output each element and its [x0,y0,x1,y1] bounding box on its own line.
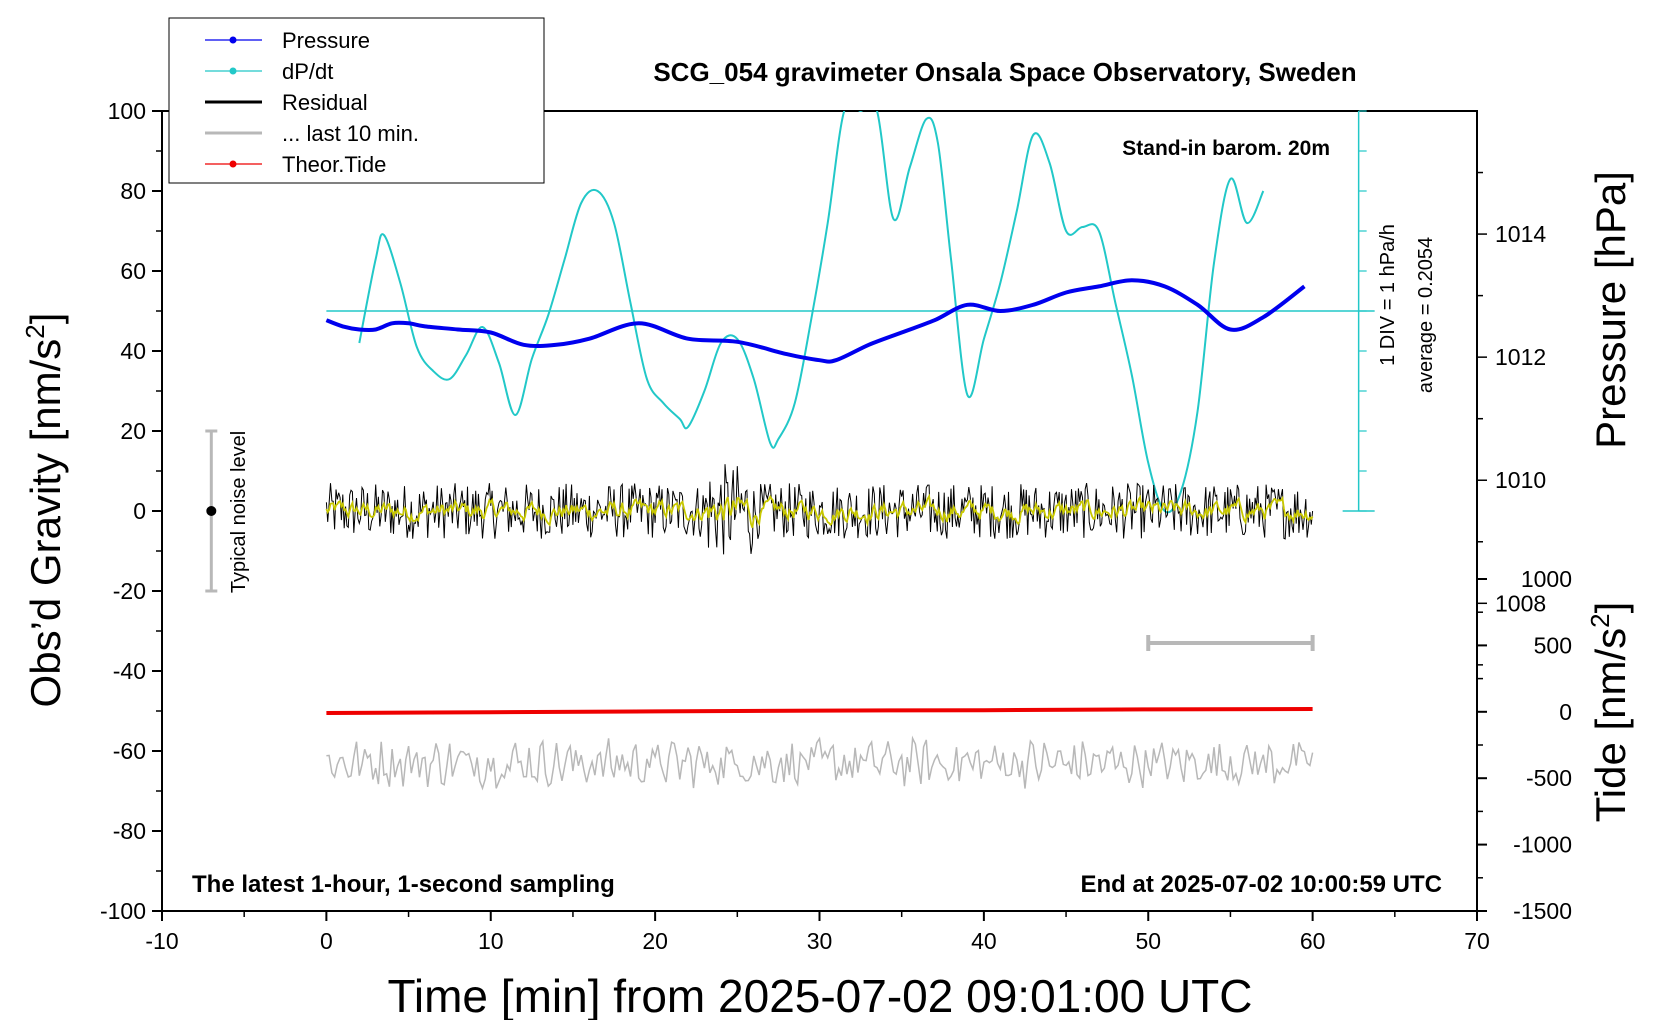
gravity-axis-label-close: ] [22,313,69,325]
last-ten-minutes-line [326,735,1314,791]
gravity-tick-label: -100 [100,898,146,924]
tide-tick-label: 1000 [1521,566,1572,592]
noise-bar-center [206,506,217,516]
gravity-axis-label: Obs’d Gravity [nm/s2] [20,313,69,708]
gravity-tick-label: 40 [120,338,146,364]
gravity-tick-label: 20 [120,418,146,444]
residual-line [325,464,1314,555]
x-tick-label: 0 [320,928,333,954]
tide-axis-label-close: ] [1587,602,1634,614]
tide-tick-label: -500 [1526,765,1572,791]
dpdt-div-label: 1 DIV = 1 hPa/h [1377,224,1399,366]
dpdt-average-label: average = 0.2054 [1415,237,1437,393]
tide-line [326,707,1313,715]
tide-axis-label-sup: 2 [1585,613,1615,627]
sampling-note: The latest 1-hour, 1-second sampling [192,871,615,898]
legend-label: ... last 10 min. [282,121,419,146]
x-tick-label: 60 [1300,928,1326,954]
tide-tick-label: 500 [1534,632,1572,658]
pressure-tick-label: 1014 [1495,221,1546,247]
legend-swatch-dot [229,67,237,75]
gravity-tick-label: 0 [133,498,146,524]
gravity-tick-label: -60 [113,738,146,764]
legend-label: dP/dt [282,59,333,84]
gravity-tick-label: -40 [113,658,146,684]
legend-label: Residual [282,90,368,115]
x-tick-label: 70 [1464,928,1490,954]
tide-tick-label: -1500 [1513,898,1572,924]
pressure-tick-label: 1012 [1495,344,1546,370]
pressure-tick-label: 1008 [1495,590,1546,616]
x-tick-label: 40 [971,928,997,954]
x-tick-label: 10 [478,928,504,954]
gravity-tick-label: 80 [120,178,146,204]
x-axis-label: Time [min] from 2025-07-02 09:01:00 UTC [388,970,1253,1020]
gravity-tick-label: -20 [113,578,146,604]
chart-title: SCG_054 gravimeter Onsala Space Observat… [653,57,1356,87]
noise-level-label: Typical noise level [228,431,250,593]
tide-tick-label: 0 [1559,699,1572,725]
x-tick-label: 30 [807,928,833,954]
end-time-note: End at 2025-07-02 10:00:59 UTC [1081,871,1443,898]
legend-swatch-dot [229,160,237,168]
chart-marks: -10 0 10 20 30 40 50 60 70-100-80-60-40-20020406… [100,98,1572,954]
gravity-tick-label: 100 [108,98,146,124]
x-tick-label: 50 [1135,928,1161,954]
tide-axis-label-main: Tide [nm/s [1587,628,1634,823]
gravity-axis-label-sup: 2 [20,324,50,338]
gravity-tick-label: 60 [120,258,146,284]
gravity-axis-label-main: Obs’d Gravity [nm/s [22,339,69,708]
legend: Pressure dP/dt Residual ... last 10 min. The… [168,17,545,184]
tide-tick-label: -1000 [1513,832,1572,858]
legend-swatch-dot [229,36,237,44]
barometer-note: Stand-in barom. 20m [1122,137,1330,160]
gravity-tick-label: -80 [113,818,146,844]
legend-label: Pressure [282,28,370,53]
tide-axis-label: Tide [nm/s2] [1585,602,1634,823]
x-tick-label: 20 [642,928,668,954]
pressure-tick-label: 1010 [1495,467,1546,493]
residual-smoothed-line [325,493,1314,529]
x-tick-label: -10 [145,928,178,954]
pressure-axis-label: Pressure [hPa] [1587,171,1634,449]
pressure-line [325,278,1306,364]
legend-label: Theor.Tide [282,152,386,177]
dpdt-line [358,111,1265,514]
